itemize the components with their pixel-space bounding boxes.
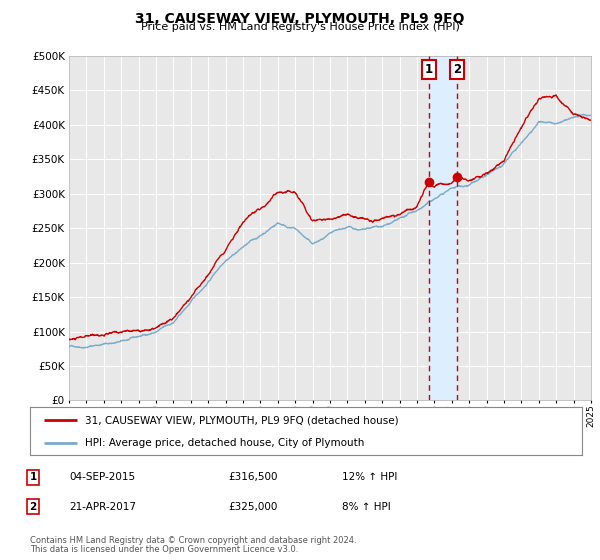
Text: 12% ↑ HPI: 12% ↑ HPI xyxy=(342,472,397,482)
Text: HPI: Average price, detached house, City of Plymouth: HPI: Average price, detached house, City… xyxy=(85,438,365,448)
Text: 8% ↑ HPI: 8% ↑ HPI xyxy=(342,502,391,512)
Text: 1: 1 xyxy=(425,63,433,76)
Text: 04-SEP-2015: 04-SEP-2015 xyxy=(69,472,135,482)
Text: Contains HM Land Registry data © Crown copyright and database right 2024.: Contains HM Land Registry data © Crown c… xyxy=(30,536,356,545)
Text: This data is licensed under the Open Government Licence v3.0.: This data is licensed under the Open Gov… xyxy=(30,545,298,554)
Bar xyxy=(428,56,457,400)
Text: £316,500: £316,500 xyxy=(228,472,277,482)
Text: 21-APR-2017: 21-APR-2017 xyxy=(69,502,136,512)
Text: 1: 1 xyxy=(29,472,37,482)
Text: 2: 2 xyxy=(453,63,461,76)
Text: Price paid vs. HM Land Registry's House Price Index (HPI): Price paid vs. HM Land Registry's House … xyxy=(140,22,460,32)
Text: 31, CAUSEWAY VIEW, PLYMOUTH, PL9 9FQ (detached house): 31, CAUSEWAY VIEW, PLYMOUTH, PL9 9FQ (de… xyxy=(85,416,399,426)
Text: 2: 2 xyxy=(29,502,37,512)
Text: 31, CAUSEWAY VIEW, PLYMOUTH, PL9 9FQ: 31, CAUSEWAY VIEW, PLYMOUTH, PL9 9FQ xyxy=(135,12,465,26)
Text: £325,000: £325,000 xyxy=(228,502,277,512)
